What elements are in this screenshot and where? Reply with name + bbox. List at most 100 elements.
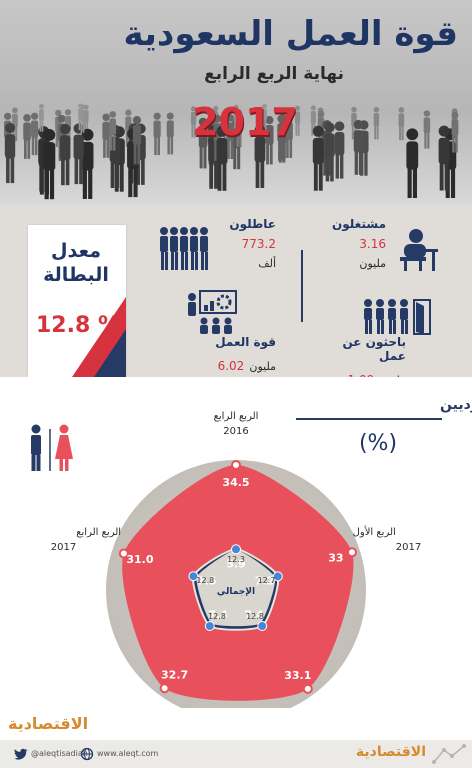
- male-icon: [31, 424, 41, 471]
- category-year-label: 2017: [396, 542, 421, 553]
- total-value-label: 12.7: [258, 576, 276, 585]
- crowd-person: [406, 128, 419, 198]
- crowd-person: [334, 121, 345, 179]
- year-badge: 2017: [192, 100, 298, 144]
- crowd-person: [31, 112, 39, 156]
- footer: الاقتصادية @aleqtisadiah www.aleqt.com ا…: [0, 708, 472, 768]
- globe-icon: [80, 747, 94, 761]
- female-value-label: 33: [328, 552, 343, 565]
- stat-job-seekers-label: باحثون عن عمل: [342, 335, 407, 363]
- stat-unemployed-label: عاطلون: [229, 217, 276, 231]
- labor-force-presentation-icon: [188, 290, 237, 334]
- crowd-person: [262, 104, 267, 132]
- crowd-person: [324, 122, 335, 182]
- male-value-label: 5.9: [226, 557, 246, 570]
- crowd-person: [312, 125, 324, 191]
- page-title: قوة العمل السعودية: [123, 14, 459, 54]
- footer-bar: [0, 740, 472, 768]
- stat-labor-force-unit: مليون: [249, 360, 276, 373]
- crowd-person: [254, 124, 266, 188]
- crowd-person: [39, 103, 44, 132]
- brand-logo-right: الاقتصادية: [355, 744, 426, 760]
- crowd-illustration: [4, 103, 459, 200]
- chart-title: معدل بطالة السعوديين: [440, 397, 472, 413]
- crowd-person: [265, 116, 274, 165]
- female-point: [118, 548, 129, 559]
- male-point: [204, 621, 215, 631]
- total-value-label: 12.8: [246, 612, 264, 621]
- stat-employed-unit: مليون: [359, 257, 386, 270]
- twitter-icon: [14, 748, 28, 760]
- crowd-person: [43, 128, 56, 200]
- crowd-person: [153, 112, 161, 156]
- crowd-person: [5, 122, 16, 184]
- unemployment-rate-title: معدل البطالة: [43, 240, 109, 286]
- male-point: [231, 544, 241, 555]
- rate-card-ribbon: [72, 297, 126, 377]
- crowd-person: [353, 119, 364, 175]
- chart-unit: (%): [359, 431, 397, 456]
- crowd-person: [295, 105, 301, 136]
- crowd-person: [198, 117, 208, 169]
- female-icon: [55, 424, 73, 471]
- stat-unemployed-value: 773.2: [241, 237, 276, 251]
- total-value-label: 12.8: [208, 612, 226, 621]
- crowd-person: [132, 116, 142, 165]
- crowd-person: [81, 128, 94, 199]
- crowd-person: [423, 110, 431, 149]
- crowd-person: [373, 106, 380, 140]
- crowd-person: [83, 104, 89, 134]
- brand-logo-left: الاقتصادية: [8, 714, 89, 733]
- page-subtitle: نهاية الربع الرابع: [204, 64, 344, 84]
- crowd-person: [12, 107, 18, 142]
- female-value-label: 34.5: [222, 476, 249, 489]
- total-series-label: الإجمالي: [217, 587, 255, 597]
- male-point: [188, 571, 199, 582]
- unemployment-rate-card: معدل البطالة 12.8 %: [28, 225, 126, 377]
- male-value-label: 7.4: [244, 609, 264, 622]
- crowd-person: [226, 114, 234, 159]
- male-value-label: 7.2: [255, 575, 275, 588]
- category-quarter-label: الربع الرابع: [214, 411, 259, 422]
- employed-desk-icon: [400, 229, 438, 271]
- crowd-person: [166, 112, 174, 155]
- website-link[interactable]: www.aleqt.com: [97, 749, 159, 758]
- female-point: [347, 547, 357, 558]
- stat-labor-force-label: قوة العمل: [215, 335, 276, 349]
- total-value-label: 12.3: [227, 555, 245, 564]
- stat-labor-force-value: 6.02: [217, 359, 245, 373]
- female-value-label: 32.7: [161, 669, 188, 682]
- stat-employed: مشتغلون 3.16 مليون: [326, 217, 386, 270]
- hero-banner: قوة العمل السعودية نهاية الربع الرابع 20…: [0, 0, 472, 205]
- stat-unemployed: عاطلون 773.2 ألف: [196, 217, 276, 270]
- unemployed-queue-icon: [160, 227, 208, 270]
- crowd-person: [216, 125, 228, 191]
- crowd-person: [278, 115, 287, 163]
- category-quarter-label: الربع الرابع: [76, 527, 121, 538]
- crowd-person: [285, 113, 293, 158]
- crowd-person: [233, 104, 239, 134]
- stat-labor-force: قوة العمل مليون 6.02: [196, 335, 276, 374]
- network-decoration-icon: [432, 744, 466, 764]
- female-value-label: 33.1: [284, 669, 311, 682]
- stats-divider: [301, 250, 303, 322]
- crowd-person: [102, 113, 110, 158]
- total-value-label: 12.8: [196, 576, 214, 585]
- male-value-label: 7.4: [208, 609, 228, 622]
- stat-unemployed-unit: ألف: [258, 257, 276, 270]
- male-value-label: 7.5: [197, 575, 217, 588]
- female-point: [302, 683, 313, 694]
- crowd-person: [451, 111, 459, 153]
- category-quarter-label: الربع الأول: [353, 525, 396, 538]
- radar-chart: 34.5 33 33.1 32.7 31.0 5.9 7.2 7.4 7.4 7.5 12.3 12.…: [31, 397, 472, 741]
- stat-employed-label: مشتغلون: [332, 217, 386, 231]
- series-total-area: [196, 550, 276, 627]
- female-value-label: 31.0: [126, 553, 153, 566]
- crowd-person: [438, 125, 450, 191]
- female-point: [159, 683, 170, 694]
- chart-section: 34.5 33 33.1 32.7 31.0 5.9 7.2 7.4 7.4 7.5 12.3 12.…: [0, 377, 472, 741]
- crowd-person: [23, 114, 31, 159]
- male-point: [272, 571, 283, 582]
- twitter-handle[interactable]: @aleqtisadiah: [31, 749, 88, 758]
- category-year-label: 2016: [223, 426, 248, 437]
